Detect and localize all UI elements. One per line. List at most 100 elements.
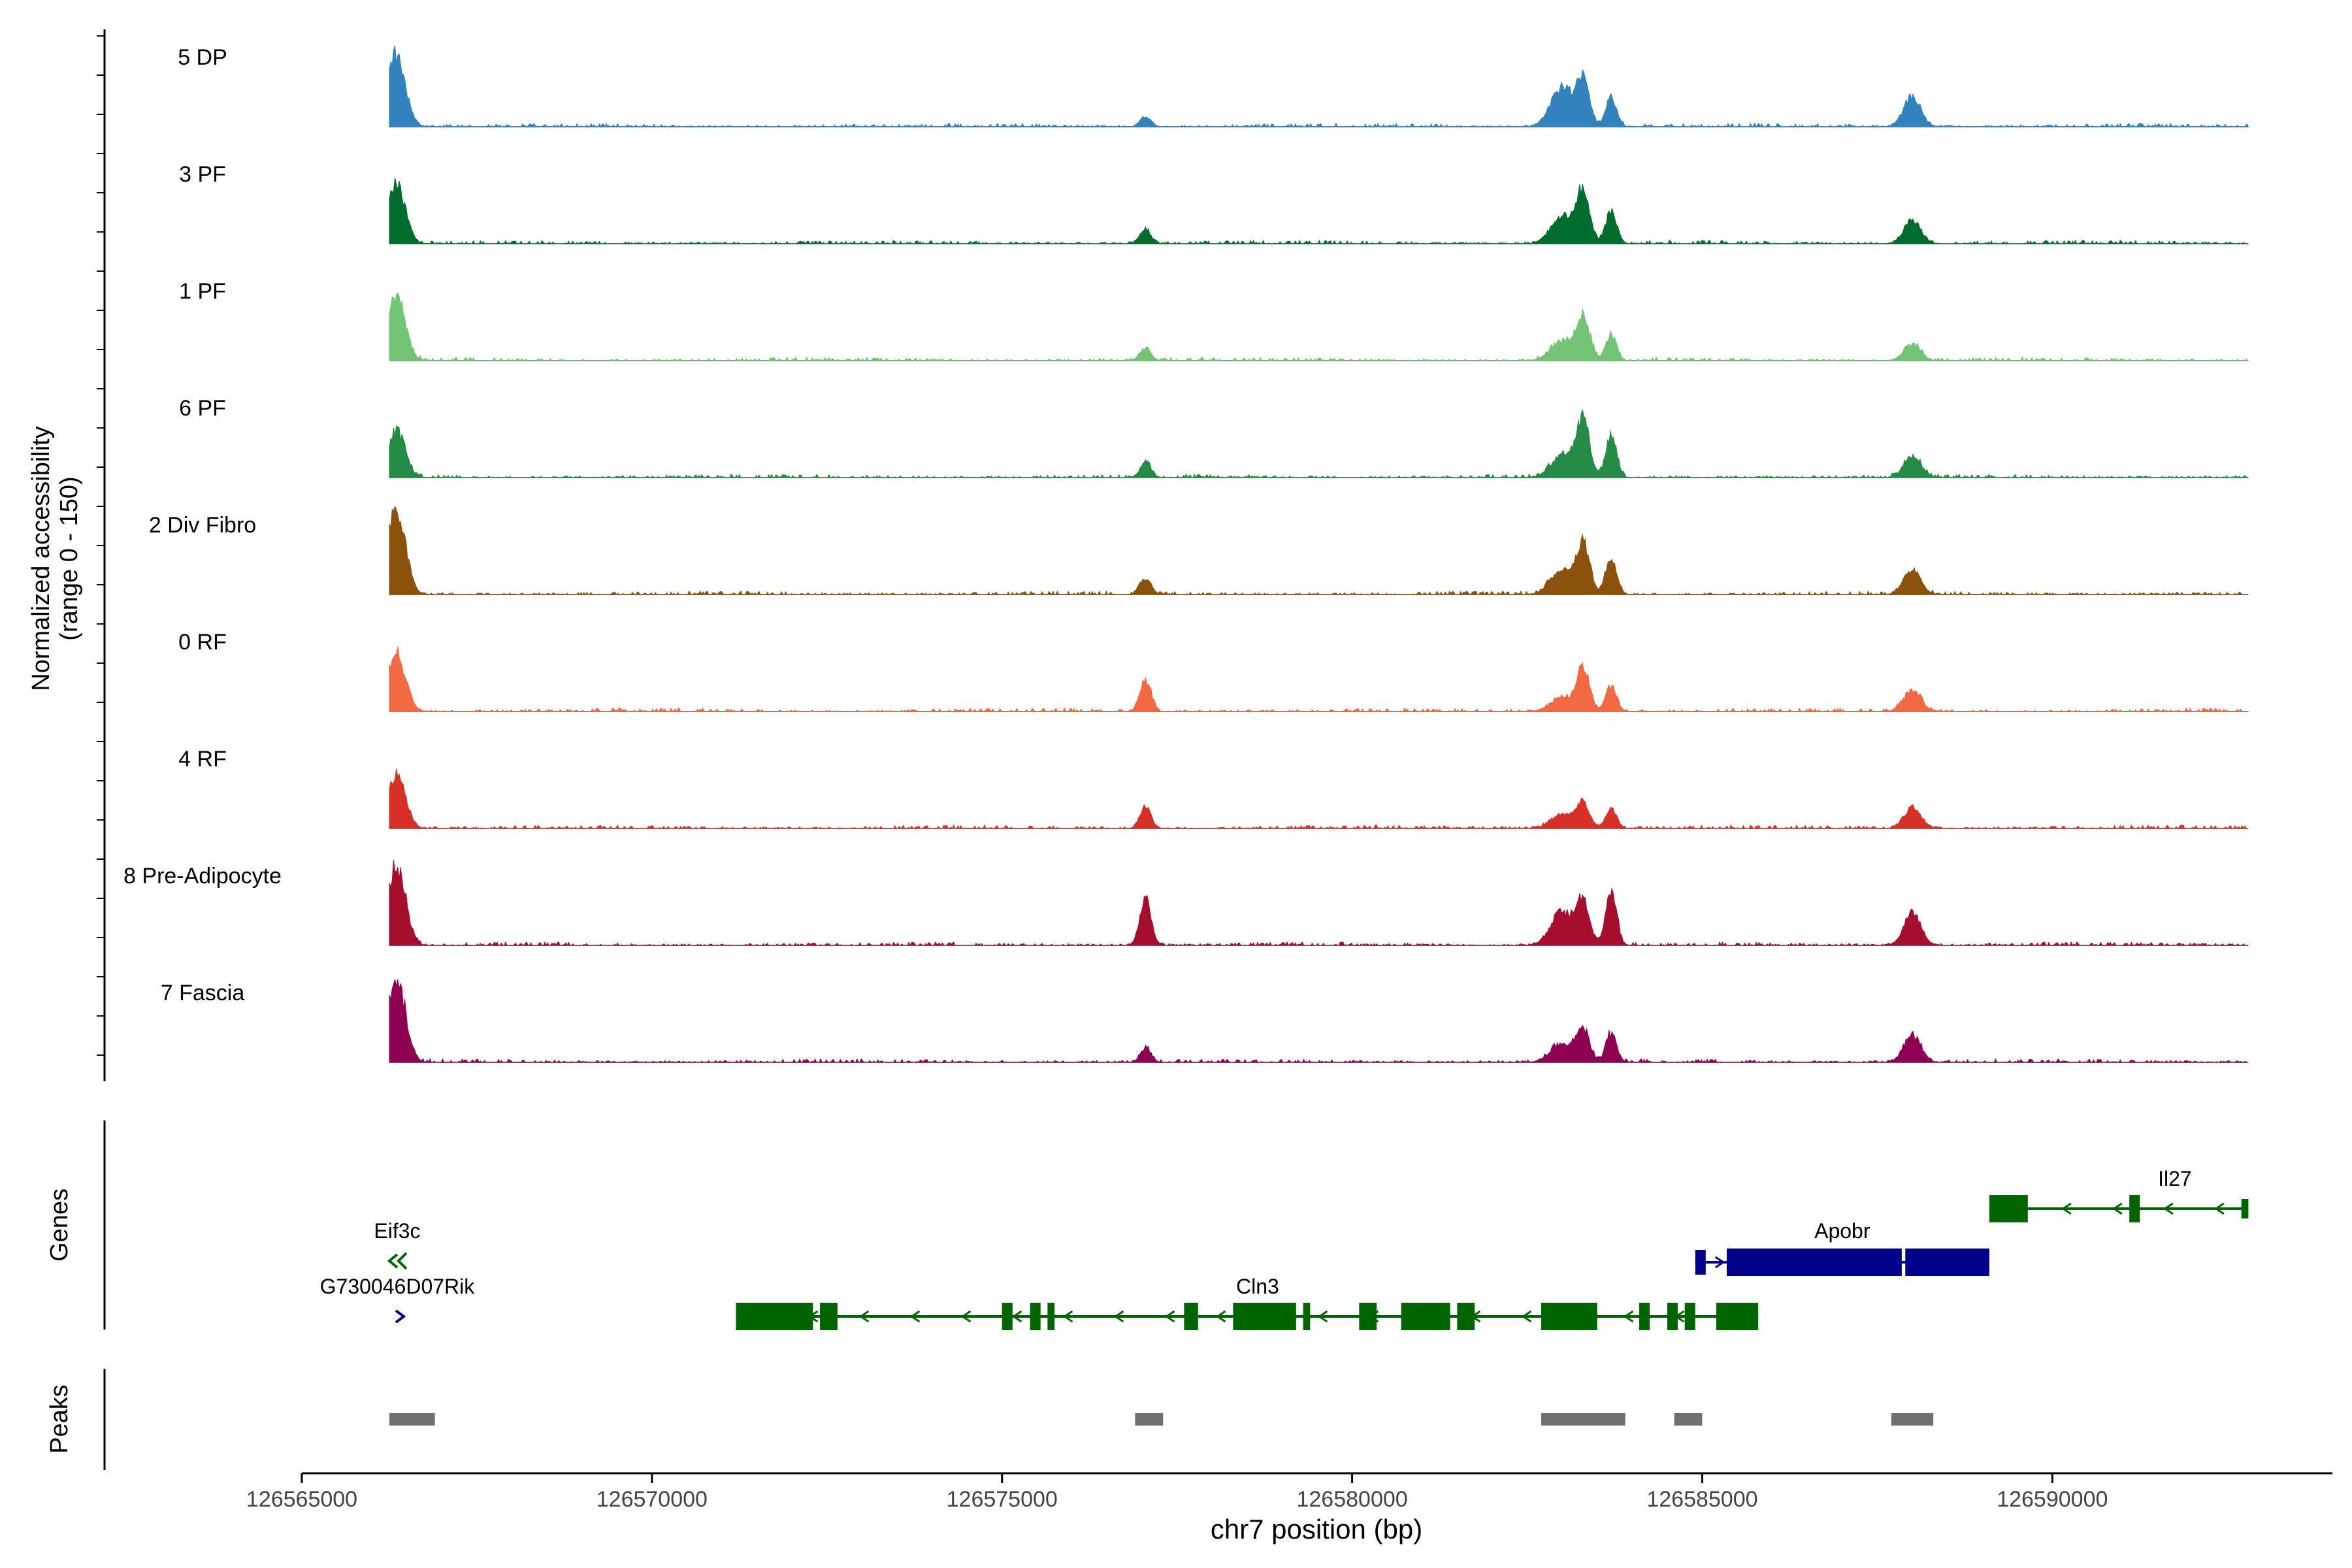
- peak-region: [1891, 1413, 1934, 1426]
- gene-apobr: Apobr: [1695, 1219, 1989, 1276]
- track-5-dp: 5 DP: [178, 45, 2249, 128]
- gene-label: Apobr: [1814, 1219, 1870, 1243]
- gene-exon: [1030, 1303, 1041, 1330]
- x-tick-label: 126585000: [1646, 1487, 1757, 1512]
- gene-exon: [1401, 1303, 1450, 1330]
- gene-exon: [736, 1303, 813, 1330]
- gene-label: Il27: [2158, 1167, 2192, 1190]
- gene-exon: [1726, 1249, 1902, 1276]
- track-label: 3 PF: [179, 162, 226, 187]
- strand-arrow: [858, 1310, 870, 1323]
- gene-eif3c: Eif3c: [374, 1219, 421, 1270]
- y-axis-label: Normalized accessibility: [27, 426, 55, 691]
- y-axis-range-label: (range 0 - 150): [56, 476, 83, 640]
- coverage-area: [389, 45, 2249, 128]
- gene-exon: [1233, 1303, 1296, 1330]
- x-tick-label: 126570000: [596, 1487, 708, 1512]
- track-label: 2 Div Fibro: [149, 513, 256, 538]
- track-label: 1 PF: [179, 279, 226, 304]
- strand-arrow: [1164, 1310, 1175, 1323]
- coverage-area: [389, 178, 2249, 245]
- strand-arrow: [395, 1309, 406, 1324]
- x-axis-label: chr7 position (bp): [1211, 1514, 1423, 1544]
- strand-arrow: [960, 1310, 972, 1323]
- gene-exon: [1541, 1303, 1597, 1330]
- gene-label: Cln3: [1236, 1275, 1279, 1298]
- gene-exon: [1457, 1303, 1475, 1330]
- x-tick-label: 126575000: [947, 1487, 1058, 1512]
- gene-exon: [820, 1303, 838, 1330]
- track-label: 5 DP: [178, 45, 227, 70]
- gene-models: Eif3c G730046D07Rik Cln3 Apobr Il27: [320, 1167, 2249, 1330]
- x-axis-ticks: 126565000 126570000 126575000 126580000 1265…: [246, 1473, 2108, 1512]
- coverage-area: [389, 979, 2249, 1064]
- strand-arrow: [2061, 1202, 2072, 1215]
- track-label: 8 Pre-Adipocyte: [123, 864, 282, 889]
- track-label: 7 Fascia: [161, 981, 245, 1005]
- gene-exon: [1667, 1303, 1678, 1330]
- strand-arrow: [1062, 1310, 1073, 1323]
- strand-arrow: [2163, 1202, 2174, 1215]
- coverage-area: [389, 646, 2249, 713]
- gene-exon: [1905, 1249, 1989, 1276]
- strand-arrow: [397, 1252, 408, 1270]
- strand-arrow: [2112, 1202, 2123, 1215]
- gene-exon: [1002, 1303, 1013, 1330]
- strand-arrow: [1714, 1256, 1725, 1269]
- peak-region: [1541, 1413, 1625, 1426]
- strand-arrow: [909, 1310, 921, 1323]
- gene-label: G730046D07Rik: [320, 1275, 476, 1298]
- gene-exon: [1303, 1303, 1311, 1330]
- strand-arrow: [1011, 1310, 1022, 1323]
- track-label: 0 RF: [178, 630, 227, 655]
- peak-region: [389, 1413, 435, 1426]
- peak-regions: [389, 1413, 1934, 1426]
- gene-cln3: Cln3: [736, 1275, 1759, 1330]
- gene-exon: [1359, 1303, 1377, 1330]
- coverage-area: [389, 292, 2249, 362]
- coverage-area: [389, 860, 2249, 947]
- track-7-fascia: 7 Fascia: [161, 979, 2249, 1064]
- strand-arrow: [1317, 1310, 1328, 1323]
- track-3-pf: 3 PF: [179, 162, 2249, 245]
- track-4-rf: 4 RF: [178, 747, 2249, 830]
- coverage-area: [389, 505, 2249, 596]
- peak-region: [1135, 1413, 1164, 1426]
- gene-exon: [1716, 1303, 1759, 1330]
- track-label: 6 PF: [179, 396, 226, 421]
- strand-arrow: [1623, 1310, 1634, 1323]
- track-1-pf: 1 PF: [179, 279, 2249, 362]
- peaks-track-label: Peaks: [46, 1384, 73, 1454]
- gene-exon: [1639, 1303, 1650, 1330]
- gene-exon: [1695, 1250, 1706, 1275]
- gene-exon: [1989, 1195, 2028, 1222]
- track-6-pf: 6 PF: [179, 396, 2249, 479]
- gene-label: Eif3c: [374, 1219, 420, 1243]
- x-tick-label: 126590000: [1997, 1487, 2108, 1512]
- gene-g730046d07rik: G730046D07Rik: [320, 1275, 476, 1324]
- x-tick-label: 126580000: [1296, 1487, 1407, 1512]
- track-8-pre-adipocyte: 8 Pre-Adipocyte: [123, 860, 2249, 947]
- track-0-rf: 0 RF: [178, 630, 2249, 713]
- strand-arrow: [387, 1253, 399, 1269]
- strand-arrow: [1521, 1310, 1532, 1323]
- strand-arrow: [1215, 1310, 1226, 1323]
- gene-exon: [1047, 1303, 1055, 1330]
- coverage-area: [389, 409, 2249, 479]
- genes-track-label: Genes: [46, 1188, 73, 1262]
- track-2-div-fibro: 2 Div Fibro: [149, 505, 2249, 596]
- strand-arrow: [2214, 1202, 2225, 1215]
- coverage-y-ticks: [97, 35, 105, 1056]
- gene-il27: Il27: [1989, 1167, 2249, 1222]
- gene-exon: [1184, 1303, 1198, 1330]
- strand-arrow: [1113, 1310, 1124, 1323]
- gene-exon: [2241, 1199, 2249, 1218]
- x-tick-label: 126565000: [246, 1487, 357, 1512]
- coverage-tracks: 5 DP 3 PF 1 PF 6 PF 2 Div Fibro 0 RF 4 RF 8 Pre…: [123, 45, 2249, 1064]
- gene-exon: [2129, 1195, 2140, 1222]
- coverage-area: [389, 768, 2249, 830]
- peak-region: [1674, 1413, 1703, 1426]
- gene-exon: [1684, 1303, 1695, 1330]
- track-label: 4 RF: [178, 747, 227, 772]
